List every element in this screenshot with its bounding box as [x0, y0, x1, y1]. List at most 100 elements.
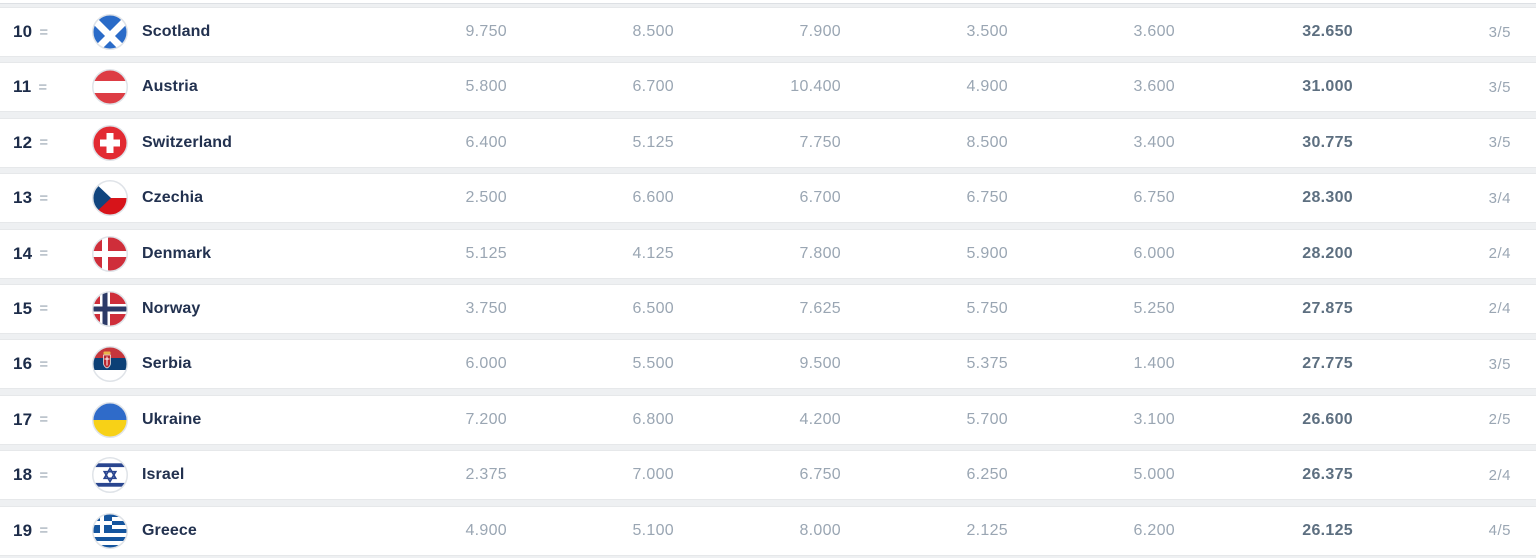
rank-cell: 10 = [0, 22, 90, 42]
total-score: 28.300 [1302, 189, 1353, 207]
rank-cell: 17 = [0, 410, 90, 430]
score-2: 8.500 [632, 23, 674, 40]
score-4: 2.125 [966, 521, 1008, 539]
previous-row-partial [0, 0, 1536, 4]
country-cell: Israel [90, 457, 340, 494]
ukraine-flag-icon [92, 401, 128, 438]
table-row[interactable]: 16 = Serbia 6.000 5.500 9.500 5.375 1.40… [0, 340, 1536, 389]
qualification-ratio: 3/4 [1488, 189, 1511, 207]
country-name[interactable]: Ukraine [142, 410, 202, 428]
score-4: 6.750 [966, 189, 1008, 207]
score-2: 6.600 [632, 189, 674, 207]
table-row[interactable]: 13 = Czechia 2.500 6.600 6.700 6.750 6.7… [0, 174, 1536, 223]
score-4: 5.750 [966, 299, 1008, 317]
country-name[interactable]: Israel [142, 466, 185, 484]
score-1: 6.400 [465, 133, 507, 151]
rank-number: 10 [13, 22, 33, 41]
qualification-ratio: 2/4 [1488, 300, 1511, 318]
score-4: 8.500 [966, 133, 1008, 151]
table-row[interactable]: 19 = Greece 4.900 5.100 8.000 2.125 6.20… [0, 506, 1536, 555]
tie-equals-indicator: = [39, 134, 49, 152]
score-3: 7.900 [799, 23, 841, 40]
rank-number: 13 [13, 188, 33, 208]
qualification-ratio: 2/4 [1488, 466, 1511, 484]
score-3: 7.625 [799, 299, 841, 317]
rank-cell: 11 = [0, 77, 90, 97]
score-1: 2.500 [465, 189, 507, 207]
score-1: 5.800 [465, 78, 507, 96]
score-5: 3.100 [1133, 410, 1175, 428]
greece-flag-icon [92, 512, 128, 549]
score-5: 6.000 [1133, 244, 1175, 262]
score-5: 1.400 [1133, 355, 1175, 373]
score-4: 6.250 [966, 466, 1008, 484]
country-name[interactable]: Serbia [142, 355, 192, 373]
total-score: 32.650 [1302, 23, 1353, 40]
serbia-flag-icon [92, 346, 128, 383]
table-row[interactable]: 12 = Switzerland 6.400 5.125 7.750 8.500… [0, 118, 1536, 167]
tie-equals-indicator: = [39, 300, 49, 318]
table-row[interactable]: 11 = Austria 5.800 6.700 10.400 4.900 3.… [0, 63, 1536, 112]
table-row[interactable]: 10 = Scotland 9.750 8.500 7.900 3.500 3.… [0, 8, 1536, 56]
score-2: 5.125 [632, 133, 674, 151]
table-row[interactable]: 15 = Norway 3.750 6.500 7.625 5.750 5.25… [0, 284, 1536, 333]
score-4: 5.700 [966, 410, 1008, 428]
score-4: 3.500 [966, 23, 1008, 40]
country-name[interactable]: Switzerland [142, 133, 233, 151]
table-row[interactable]: 17 = Ukraine 7.200 6.800 4.200 5.700 3.1… [0, 395, 1536, 444]
rank-cell: 15 = [0, 299, 90, 319]
score-5: 6.200 [1133, 521, 1175, 539]
score-5: 5.000 [1133, 466, 1175, 484]
score-1: 7.200 [465, 410, 507, 428]
score-3: 4.200 [799, 410, 841, 428]
rank-number: 16 [13, 354, 33, 374]
score-3: 6.750 [799, 466, 841, 484]
country-cell: Austria [90, 69, 340, 106]
table-row[interactable]: 18 = Israel 2.375 7.000 6.750 6.250 5.00… [0, 451, 1536, 500]
country-name[interactable]: Scotland [142, 23, 211, 40]
total-score: 31.000 [1302, 78, 1353, 96]
score-4: 4.900 [966, 78, 1008, 96]
total-score: 27.875 [1302, 299, 1353, 317]
qualification-ratio: 3/5 [1488, 23, 1511, 41]
tie-equals-indicator: = [38, 78, 48, 96]
norway-flag-icon [92, 290, 128, 327]
denmark-flag-icon [92, 235, 128, 272]
scotland-flag-icon [92, 14, 128, 50]
country-name[interactable]: Denmark [142, 244, 212, 262]
tie-equals-indicator: = [39, 466, 49, 484]
rank-cell: 16 = [0, 354, 90, 374]
country-cell: Ukraine [90, 401, 340, 438]
table-rows-container: 10 = Scotland 9.750 8.500 7.900 3.500 3.… [0, 4, 1536, 555]
country-cell: Serbia [90, 346, 340, 383]
country-name[interactable]: Greece [142, 521, 197, 539]
country-cell: Greece [90, 512, 340, 549]
score-2: 6.700 [632, 78, 674, 96]
switzerland-flag-icon [92, 124, 128, 161]
score-5: 3.400 [1133, 133, 1175, 151]
country-cell: Czechia [90, 180, 340, 217]
score-1: 3.750 [465, 299, 507, 317]
country-name[interactable]: Czechia [142, 189, 204, 207]
score-5: 6.750 [1133, 189, 1175, 207]
score-5: 3.600 [1133, 78, 1175, 96]
rank-number: 15 [13, 298, 33, 318]
rank-number: 18 [13, 465, 33, 485]
tie-equals-indicator: = [39, 355, 49, 373]
total-score: 30.775 [1302, 133, 1353, 151]
score-3: 6.700 [799, 189, 841, 207]
table-row[interactable]: 14 = Denmark 5.125 4.125 7.800 5.900 6.0… [0, 229, 1536, 278]
country-name[interactable]: Norway [142, 299, 201, 317]
rank-number: 14 [13, 243, 33, 263]
score-2: 5.100 [632, 521, 674, 539]
country-cell: Scotland [90, 14, 340, 50]
country-name[interactable]: Austria [142, 78, 198, 96]
score-1: 4.900 [465, 521, 507, 539]
tie-equals-indicator: = [39, 23, 49, 41]
score-1: 2.375 [465, 466, 507, 484]
score-3: 10.400 [790, 78, 841, 96]
score-1: 9.750 [465, 23, 507, 40]
rank-number: 12 [13, 132, 33, 152]
score-5: 3.600 [1133, 23, 1175, 40]
